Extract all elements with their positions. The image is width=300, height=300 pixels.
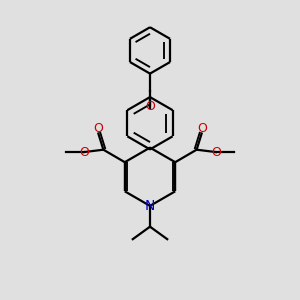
Text: O: O [211,146,221,159]
Text: O: O [79,146,89,159]
Text: N: N [145,199,155,213]
Text: O: O [145,100,155,113]
Text: O: O [197,122,207,135]
Text: O: O [93,122,103,135]
